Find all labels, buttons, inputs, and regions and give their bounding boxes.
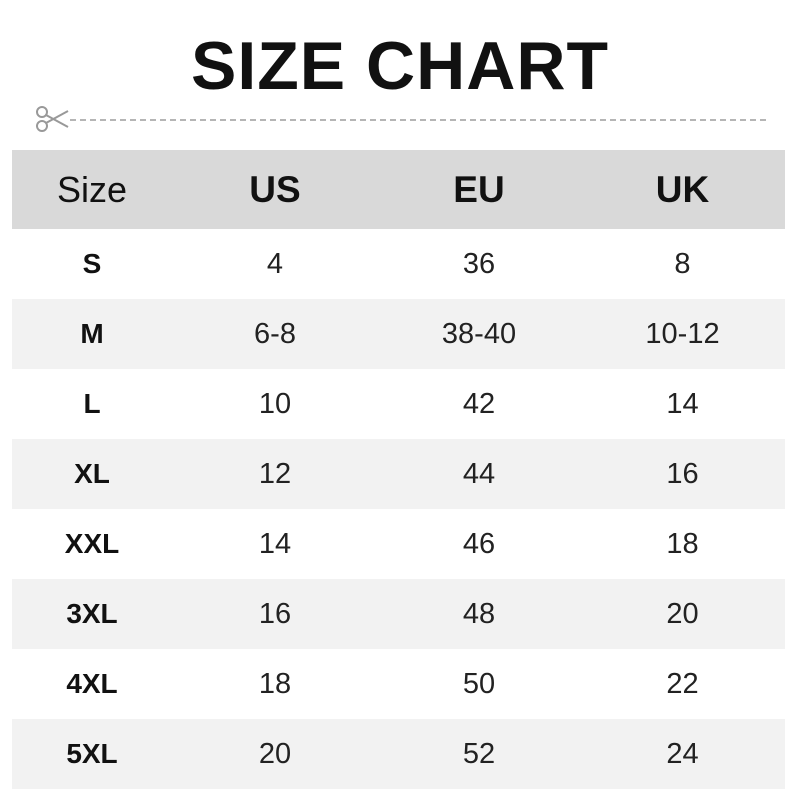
cell-us: 6-8: [254, 317, 296, 350]
cell-size: XXL: [64, 528, 120, 559]
cell-us: 20: [258, 737, 292, 770]
cell-eu: 52: [462, 737, 496, 770]
cell-us: 10: [258, 387, 292, 420]
page-title: SIZE CHART: [191, 28, 609, 104]
header-uk: UK: [655, 168, 710, 210]
scissors-icon: [36, 106, 69, 132]
cell-uk: 16: [666, 457, 699, 490]
header-eu: EU: [453, 168, 505, 210]
dashed-cut-line: [70, 119, 766, 121]
cell-eu: 46: [462, 527, 496, 560]
cell-size: 5XL: [66, 738, 118, 769]
cell-size: XL: [74, 458, 110, 489]
cell-eu: 36: [462, 247, 496, 280]
cell-uk: 24: [666, 737, 699, 770]
cell-eu: 48: [462, 597, 496, 630]
cell-us: 18: [258, 667, 292, 700]
table-row: 5XL 20 52 24: [12, 719, 785, 789]
cell-size: 4XL: [66, 668, 118, 699]
cell-us: 12: [258, 457, 292, 490]
header-size: Size: [56, 168, 128, 210]
cell-eu: 50: [462, 667, 496, 700]
cell-us: 16: [258, 597, 292, 630]
cell-eu: 42: [462, 387, 496, 420]
cell-uk: 20: [666, 597, 699, 630]
table-row: 3XL 16 48 20: [12, 579, 785, 649]
header-us: US: [249, 168, 301, 210]
cell-size: 3XL: [66, 598, 118, 629]
cell-us: 14: [258, 527, 292, 560]
table-row: L 10 42 14: [12, 369, 785, 439]
cell-uk: 22: [666, 667, 699, 700]
cell-uk: 8: [674, 247, 691, 280]
table-row: XXL 14 46 18: [12, 509, 785, 579]
table-row: 4XL 18 50 22: [12, 649, 785, 719]
cell-uk: 14: [666, 387, 699, 420]
cell-uk: 18: [666, 527, 699, 560]
cell-uk: 10-12: [645, 317, 720, 350]
cell-us: 4: [266, 247, 284, 280]
table-header-row: Size US EU UK: [12, 150, 785, 229]
table-row: XL 12 44 16: [12, 439, 785, 509]
cell-size: L: [83, 388, 101, 419]
cell-size: M: [80, 318, 104, 349]
table-row: S 4 36 8: [12, 229, 785, 299]
cell-size: S: [82, 248, 102, 279]
size-table: Size US EU UK S 4 36 8 M 6-8 38-40 10-12 L 10 42 14…: [12, 150, 785, 789]
table-row: M 6-8 38-40 10-12: [12, 299, 785, 369]
cell-eu: 38-40: [441, 317, 517, 350]
cell-eu: 44: [462, 457, 496, 490]
